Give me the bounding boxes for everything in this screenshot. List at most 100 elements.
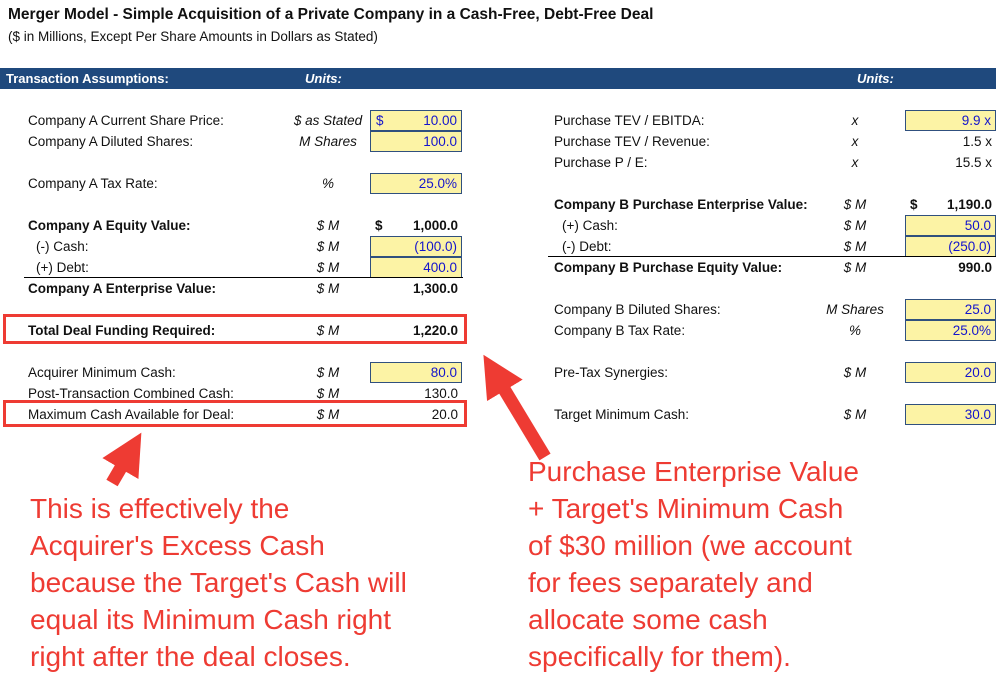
annotation-line: equal its Minimum Cash right xyxy=(30,604,392,635)
row-unit: x xyxy=(851,155,859,170)
row-label: Acquirer Minimum Cash: xyxy=(28,365,176,380)
row-unit: $ M xyxy=(316,407,340,422)
section-header-bar: Transaction Assumptions: Units: Units: xyxy=(0,68,996,89)
row-unit: $ M xyxy=(316,323,340,338)
input-cell[interactable]: 20.0 xyxy=(905,362,996,383)
row-label: (-) Debt: xyxy=(562,239,612,254)
row-company-b-purchase-equity-value: Company B Purchase Equity Value: $ M 990… xyxy=(548,257,996,278)
row-label: Company A Tax Rate: xyxy=(28,176,158,191)
row-unit: x xyxy=(851,113,859,128)
input-cell[interactable]: (250.0) xyxy=(905,236,996,257)
highlight-box-maximum-cash xyxy=(3,400,467,427)
row-label: (-) Cash: xyxy=(36,239,89,254)
row-company-a-less-cash: (-) Cash: $ M (100.0) xyxy=(22,236,466,257)
input-cell[interactable]: 25.0% xyxy=(370,173,462,194)
calculated-cell: 1,220.0 xyxy=(412,323,458,338)
row-company-b-purchase-enterprise-value: Company B Purchase Enterprise Value: $ M… xyxy=(548,194,996,215)
row-company-a-diluted-shares: Company A Diluted Shares: M Shares 100.0 xyxy=(22,131,466,152)
row-pre-tax-synergies: Pre-Tax Synergies: $ M 20.0 xyxy=(548,362,996,383)
input-cell[interactable]: $10.00 xyxy=(370,110,462,131)
annotation-line: for fees separately and xyxy=(528,567,813,598)
row-post-transaction-combined-cash: Post-Transaction Combined Cash: $ M 130.… xyxy=(22,383,466,404)
row-acquirer-minimum-cash: Acquirer Minimum Cash: $ M 80.0 xyxy=(22,362,466,383)
input-cell[interactable]: 25.0% xyxy=(905,320,996,341)
input-cell[interactable]: 50.0 xyxy=(905,215,996,236)
annotation-line: right after the deal closes. xyxy=(30,641,351,672)
row-label: Company B Diluted Shares: xyxy=(554,302,721,317)
row-maximum-cash-available: Maximum Cash Available for Deal: $ M 20.… xyxy=(22,404,466,425)
calculated-cell: 15.5 x xyxy=(955,155,992,170)
row-unit: % xyxy=(321,176,334,191)
page-title: Merger Model - Simple Acquisition of a P… xyxy=(8,6,654,23)
row-company-b-less-debt: (-) Debt: $ M (250.0) xyxy=(548,236,996,257)
row-unit: $ M xyxy=(843,218,867,233)
row-label: Company A Equity Value: xyxy=(28,218,191,233)
subtotal-divider-left xyxy=(24,277,463,278)
input-cell[interactable]: 400.0 xyxy=(370,257,462,278)
row-purchase-tev-ebitda: Purchase TEV / EBITDA: x 9.9 x xyxy=(548,110,996,131)
row-label: Purchase TEV / EBITDA: xyxy=(554,113,705,128)
calculated-cell: $1,000.0 xyxy=(375,218,458,233)
row-label: Target Minimum Cash: xyxy=(554,407,690,422)
annotation-line: of $30 million (we account xyxy=(528,530,852,561)
row-unit: $ M xyxy=(316,260,340,275)
annotation-line: This is effectively the xyxy=(30,493,290,524)
row-company-a-tax-rate: Company A Tax Rate: % 25.0% xyxy=(22,173,466,194)
calculated-cell: 1.5 x xyxy=(962,134,992,149)
row-label: Post-Transaction Combined Cash: xyxy=(28,386,234,401)
row-purchase-tev-revenue: Purchase TEV / Revenue: x 1.5 x xyxy=(548,131,996,152)
input-cell[interactable]: 25.0 xyxy=(905,299,996,320)
arrow-to-maximum-cash xyxy=(102,432,142,487)
calculated-cell: 130.0 xyxy=(424,386,458,401)
row-label: (+) Debt: xyxy=(36,260,89,275)
row-total-deal-funding-required: Total Deal Funding Required: $ M 1,220.0 xyxy=(22,320,466,341)
subtotal-divider-right xyxy=(548,256,996,257)
row-unit: $ M xyxy=(843,260,867,275)
input-cell[interactable]: (100.0) xyxy=(370,236,462,257)
row-unit: $ M xyxy=(843,365,867,380)
row-label: Company A Diluted Shares: xyxy=(28,134,194,149)
annotation-line: Acquirer's Excess Cash xyxy=(30,530,325,561)
annotation-left: This is effectively the Acquirer's Exces… xyxy=(30,490,407,675)
row-label: Maximum Cash Available for Deal: xyxy=(28,407,235,422)
row-label: (+) Cash: xyxy=(562,218,618,233)
row-unit: $ M xyxy=(316,386,340,401)
annotation-line: + Target's Minimum Cash xyxy=(528,493,844,524)
row-unit: $ M xyxy=(316,365,340,380)
row-unit: $ M xyxy=(316,281,340,296)
section-title: Transaction Assumptions: xyxy=(6,71,169,86)
row-unit: x xyxy=(851,134,859,149)
input-cell[interactable]: 30.0 xyxy=(905,404,996,425)
page-subtitle: ($ in Millions, Except Per Share Amounts… xyxy=(8,29,378,44)
annotation-line: specifically for them). xyxy=(528,641,791,672)
row-unit: M Shares xyxy=(826,302,884,317)
calculated-cell: 990.0 xyxy=(958,260,992,275)
input-cell[interactable]: 80.0 xyxy=(370,362,462,383)
row-label: Purchase P / E: xyxy=(554,155,648,170)
row-unit: % xyxy=(848,323,861,338)
row-company-b-diluted-shares: Company B Diluted Shares: M Shares 25.0 xyxy=(548,299,996,320)
units-column-header-right: Units: xyxy=(857,71,894,86)
annotation-line: because the Target's Cash will xyxy=(30,567,407,598)
row-label: Company B Purchase Equity Value: xyxy=(554,260,783,275)
row-unit: M Shares xyxy=(299,134,357,149)
calculated-cell: 20.0 xyxy=(431,407,458,422)
row-label: Company B Purchase Enterprise Value: xyxy=(554,197,808,212)
calculated-cell: 1,300.0 xyxy=(412,281,458,296)
calculated-cell: $1,190.0 xyxy=(910,197,992,212)
arrow-to-total-deal-funding xyxy=(483,354,551,461)
row-company-a-plus-debt: (+) Debt: $ M 400.0 xyxy=(22,257,466,278)
units-column-header-left: Units: xyxy=(305,71,342,86)
annotation-line: Purchase Enterprise Value xyxy=(528,456,859,487)
row-purchase-pe: Purchase P / E: x 15.5 x xyxy=(548,152,996,173)
row-label: Pre-Tax Synergies: xyxy=(554,365,669,380)
row-label: Purchase TEV / Revenue: xyxy=(554,134,710,149)
input-cell[interactable]: 100.0 xyxy=(370,131,462,152)
row-company-a-enterprise-value: Company A Enterprise Value: $ M 1,300.0 xyxy=(22,278,466,299)
highlight-box-total-deal-funding xyxy=(3,314,467,344)
row-unit: $ M xyxy=(843,239,867,254)
row-unit: $ M xyxy=(843,197,867,212)
row-unit: $ as Stated xyxy=(293,113,363,128)
input-cell[interactable]: 9.9 x xyxy=(905,110,996,131)
